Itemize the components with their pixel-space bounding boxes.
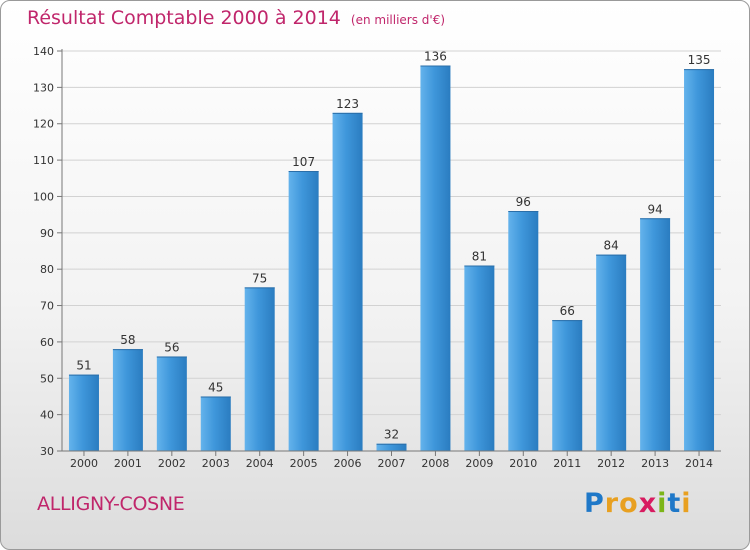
x-tick-label: 2004 [246,457,274,470]
y-tick-labels: 30 40 50 60 70 80 90 100 110 120 130 140 [33,45,62,458]
y-tick-label: 70 [40,300,54,313]
bar [376,443,407,451]
bar [156,356,187,451]
logo-letter: r [604,488,620,519]
logo-letter: x [638,488,658,519]
x-tick-label: 2000 [70,457,98,470]
y-tick-label: 100 [33,190,54,203]
x-tick-label: 2014 [685,457,713,470]
bar [420,65,451,451]
data-label: 51 [76,359,91,373]
logo-letter: t [667,488,682,519]
data-label: 96 [516,195,531,209]
logo-letter: P [584,488,605,519]
y-tick-label: 30 [40,445,54,458]
data-label: 123 [336,97,359,111]
data-labels: 51 58 56 45 75 107 123 32 136 81 96 66 84 94 135 [76,50,710,442]
y-tick-label: 140 [33,45,54,58]
bar [596,254,627,451]
data-label: 84 [604,239,619,253]
data-label: 66 [560,304,575,318]
chart-subtitle: (en milliers d'€) [350,13,446,27]
x-tick-label: 2005 [290,457,318,470]
data-label: 58 [120,333,135,347]
data-label: 45 [208,380,223,394]
bar [288,171,319,451]
x-tick-label: 2011 [553,457,581,470]
data-label: 94 [647,202,662,216]
data-label: 75 [252,271,267,285]
data-label: 56 [164,340,179,354]
x-tick-label: 2009 [465,457,493,470]
y-tick-label: 40 [40,409,54,422]
bar [684,69,715,451]
y-tick-label: 130 [33,81,54,94]
bar [332,112,363,452]
y-tick-label: 60 [40,336,54,349]
x-tick-label: 2008 [421,457,449,470]
x-tick-labels: 2000 2001 2002 2003 2004 2005 2006 2007 2008 2009… [70,451,713,470]
x-tick-label: 2001 [114,457,142,470]
bar [464,265,495,451]
bar [244,287,275,451]
bar [552,320,583,451]
data-label: 32 [384,428,399,442]
logo-letter: i [657,488,668,519]
data-label: 136 [424,50,447,64]
x-tick-label: 2002 [158,457,186,470]
data-label: 81 [472,250,487,264]
bar [508,211,539,451]
x-tick-label: 2012 [597,457,625,470]
x-tick-label: 2013 [641,457,669,470]
proxiti-logo: Proxiti [584,488,692,519]
x-tick-label: 2003 [202,457,230,470]
bar [640,218,671,451]
x-tick-label: 2006 [334,457,362,470]
bars [68,65,715,452]
y-tick-label: 90 [40,227,54,240]
bar [200,396,231,451]
logo-letter: i [681,488,692,519]
logo-letter: o [619,488,639,519]
x-tick-label: 2007 [378,457,406,470]
bar [68,374,99,451]
x-tick-label: 2010 [509,457,537,470]
title-text: Résultat Comptable 2000 à 2014 [27,7,341,29]
y-tick-label: 80 [40,263,54,276]
data-label: 135 [688,53,711,67]
bar [112,349,143,451]
town-name: ALLIGNY-COSNE [37,493,185,515]
y-tick-label: 110 [33,154,54,167]
y-tick-label: 120 [33,118,54,131]
data-label: 107 [292,155,315,169]
y-tick-label: 50 [40,372,54,385]
chart-title: Résultat Comptable 2000 à 2014 (en millie… [27,7,445,29]
